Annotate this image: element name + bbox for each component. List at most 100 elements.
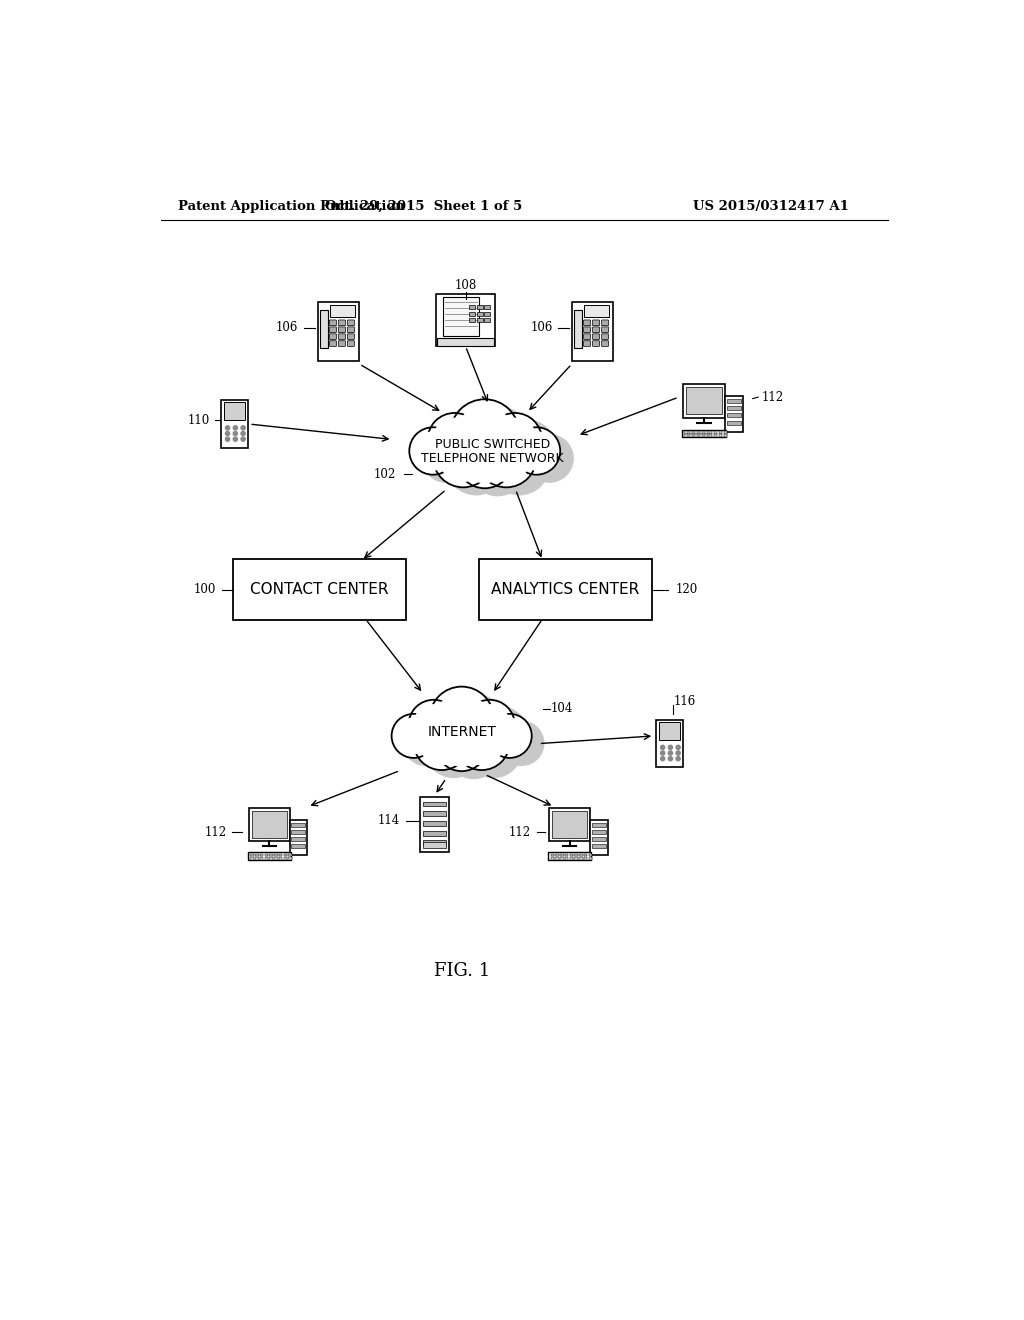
Bar — [252, 812, 287, 838]
Bar — [292, 843, 305, 847]
Bar — [724, 434, 727, 437]
Bar — [574, 854, 578, 857]
Bar — [548, 853, 591, 861]
Bar — [592, 824, 605, 826]
Bar — [260, 857, 263, 859]
Text: US 2015/0312417 A1: US 2015/0312417 A1 — [692, 199, 849, 213]
Circle shape — [669, 746, 673, 750]
Bar — [560, 857, 563, 859]
Bar — [436, 294, 495, 346]
Bar — [683, 384, 725, 417]
Circle shape — [517, 432, 555, 470]
Bar — [317, 302, 359, 362]
Bar — [249, 808, 290, 841]
Bar — [699, 434, 702, 437]
Circle shape — [466, 722, 521, 777]
Bar — [580, 854, 583, 857]
Bar — [248, 853, 291, 861]
Circle shape — [676, 751, 680, 755]
Bar — [551, 854, 554, 857]
Bar — [727, 399, 741, 403]
Bar — [330, 305, 355, 317]
Bar — [260, 854, 263, 857]
Circle shape — [241, 426, 245, 430]
Circle shape — [433, 418, 476, 462]
Bar — [423, 812, 446, 816]
Bar — [279, 857, 283, 859]
Bar — [584, 857, 588, 859]
Circle shape — [431, 727, 476, 772]
Bar — [555, 854, 559, 857]
Circle shape — [669, 756, 673, 760]
Text: Oct. 29, 2015  Sheet 1 of 5: Oct. 29, 2015 Sheet 1 of 5 — [325, 199, 522, 213]
Text: 112: 112 — [509, 825, 531, 838]
Bar — [719, 434, 722, 437]
Circle shape — [454, 714, 510, 770]
Circle shape — [435, 719, 487, 771]
Bar — [699, 430, 702, 433]
FancyBboxPatch shape — [584, 327, 591, 333]
Bar — [224, 403, 245, 420]
Circle shape — [475, 445, 520, 490]
Bar — [274, 854, 278, 857]
Bar — [469, 312, 475, 315]
Bar — [585, 305, 609, 317]
Bar — [423, 801, 446, 807]
Bar — [719, 430, 722, 433]
Circle shape — [427, 440, 465, 478]
Circle shape — [470, 440, 525, 496]
Text: 112: 112 — [762, 391, 784, 404]
Circle shape — [233, 437, 238, 441]
Text: 114: 114 — [378, 814, 400, 828]
Bar — [590, 820, 607, 854]
Circle shape — [660, 751, 665, 755]
Bar — [694, 430, 697, 433]
FancyBboxPatch shape — [593, 341, 600, 346]
Circle shape — [446, 434, 506, 495]
Bar — [552, 812, 587, 838]
Text: 116: 116 — [674, 694, 695, 708]
Bar — [724, 430, 727, 433]
Circle shape — [440, 420, 495, 474]
Circle shape — [530, 440, 568, 478]
Circle shape — [525, 434, 573, 482]
Circle shape — [403, 721, 447, 766]
Circle shape — [504, 726, 540, 760]
Circle shape — [452, 441, 501, 488]
Bar — [476, 318, 482, 322]
Bar — [589, 854, 592, 857]
Circle shape — [430, 686, 494, 751]
Circle shape — [669, 751, 673, 755]
Bar — [284, 857, 287, 859]
Circle shape — [414, 705, 454, 744]
Circle shape — [481, 713, 521, 752]
Circle shape — [457, 432, 513, 488]
Circle shape — [439, 433, 487, 482]
FancyBboxPatch shape — [338, 327, 345, 333]
FancyBboxPatch shape — [584, 319, 591, 326]
Bar — [269, 857, 272, 859]
Circle shape — [241, 437, 245, 441]
Bar — [592, 843, 605, 847]
Circle shape — [488, 413, 542, 467]
Circle shape — [225, 426, 229, 430]
Bar — [469, 305, 475, 309]
Circle shape — [500, 721, 544, 766]
FancyBboxPatch shape — [584, 341, 591, 346]
Bar — [289, 857, 292, 859]
Bar — [580, 857, 583, 859]
Circle shape — [409, 700, 459, 750]
Bar — [703, 434, 708, 437]
Circle shape — [501, 420, 555, 474]
Bar — [292, 830, 305, 834]
Circle shape — [459, 719, 504, 764]
Text: 102: 102 — [374, 467, 396, 480]
Text: 110: 110 — [187, 413, 210, 426]
Text: CONTACT CENTER: CONTACT CENTER — [250, 582, 388, 597]
FancyBboxPatch shape — [338, 341, 345, 346]
Circle shape — [477, 708, 526, 758]
Circle shape — [447, 726, 500, 779]
Text: 100: 100 — [194, 583, 216, 597]
Text: TELEPHONE NETWORK: TELEPHONE NETWORK — [421, 453, 564, 465]
Circle shape — [660, 756, 665, 760]
